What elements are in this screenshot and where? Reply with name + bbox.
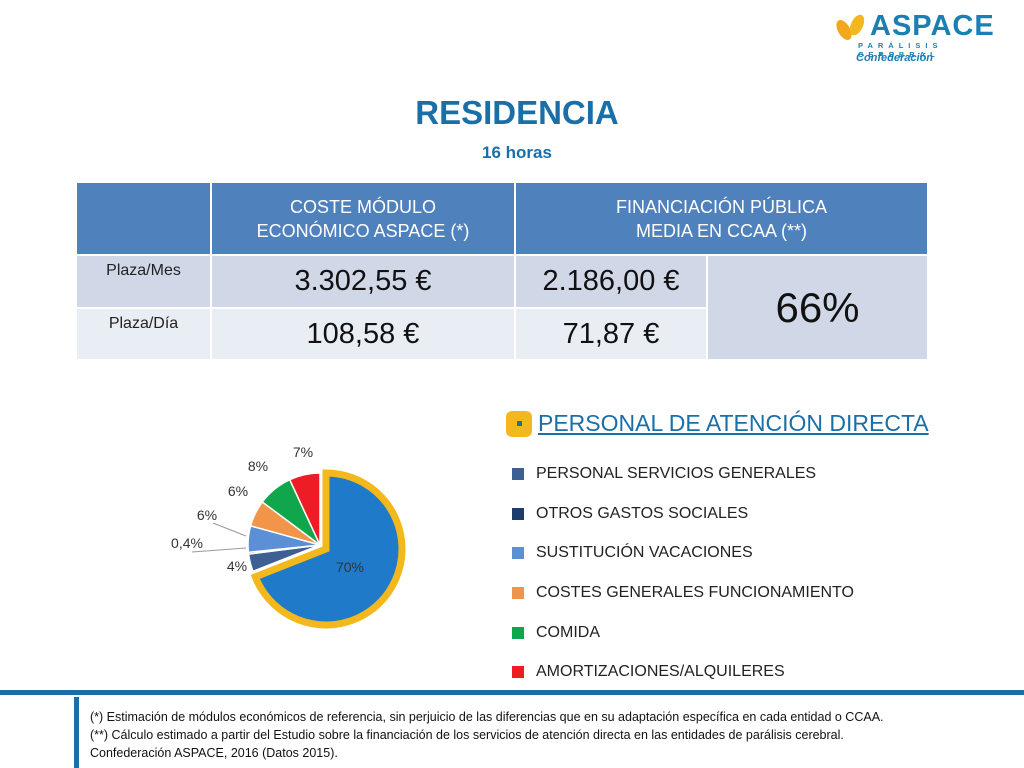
legend-swatch xyxy=(512,626,524,639)
pie-data-label: 6% xyxy=(197,507,217,523)
legend-label: SUSTITUCIÓN VACACIONES xyxy=(536,544,753,562)
logo-leaves-icon xyxy=(836,14,865,40)
cost-pie-chart: 70%4%0,4%6%6%8%7% xyxy=(171,444,406,629)
footer-note: (**) Cálculo estimado a partir del Estud… xyxy=(90,728,844,742)
legend-title: PERSONAL DE ATENCIÓN DIRECTA xyxy=(538,410,929,436)
pie-slice xyxy=(250,469,406,629)
legend-label: PERSONAL SERVICIOS GENERALES xyxy=(536,464,817,482)
coste-dia: 108,58 € xyxy=(212,309,514,359)
chart-legend: PERSONAL SERVICIOS GENERALES OTROS GASTO… xyxy=(512,454,854,692)
logo-subtitle: PARÁLISIS CEREBRAL xyxy=(858,41,943,59)
legend-swatch xyxy=(512,666,524,679)
legend-item: AMORTIZACIONES/ALQUILERES xyxy=(512,652,854,692)
leader-line xyxy=(212,522,247,537)
logo-word: ASPACE xyxy=(870,10,995,42)
pie-data-label: 8% xyxy=(248,458,268,474)
legend-swatch xyxy=(512,547,524,560)
row-label-mes: Plaza/Mes xyxy=(77,256,210,307)
legend-item: OTROS GASTOS SOCIALES xyxy=(512,494,854,534)
legend-item: PERSONAL SERVICIOS GENERALES xyxy=(512,454,854,494)
financiacion-dia: 71,87 € xyxy=(516,309,706,359)
legend-highlight: PERSONAL DE ATENCIÓN DIRECTA xyxy=(506,410,929,437)
pie-data-label: 70% xyxy=(336,559,364,575)
row-label-dia: Plaza/Día xyxy=(77,309,210,359)
legend-label: AMORTIZACIONES/ALQUILERES xyxy=(536,663,785,681)
pie-slice xyxy=(288,472,321,546)
legend-label: OTROS GASTOS SOCIALES xyxy=(536,504,749,522)
page-title: RESIDENCIA xyxy=(415,94,619,131)
aspace-logo: ASPACE PARÁLISIS CEREBRAL Confederación xyxy=(834,10,994,70)
legend-swatch xyxy=(512,467,524,480)
legend-item: SUSTITUCIÓN VACACIONES xyxy=(512,533,854,573)
table-header-empty xyxy=(77,183,210,254)
coste-mes: 3.302,55 € xyxy=(212,256,514,307)
legend-swatch xyxy=(512,507,524,520)
footer-notes: (*) Estimación de módulos económicos de … xyxy=(90,708,884,762)
legend-label: COSTES GENERALES FUNCIONAMIENTO xyxy=(536,583,854,601)
footer-divider xyxy=(0,690,1024,695)
financing-percentage: 66% xyxy=(708,256,927,359)
legend-item: COMIDA xyxy=(512,613,854,653)
legend-item: COSTES GENERALES FUNCIONAMIENTO xyxy=(512,573,854,613)
financiacion-mes: 2.186,00 € xyxy=(516,256,706,307)
footer-note: Confederación ASPACE, 2016 (Datos 2015). xyxy=(90,746,338,760)
pie-data-label: 0,4% xyxy=(171,535,203,551)
footer-note: (*) Estimación de módulos económicos de … xyxy=(90,710,884,724)
logo-confederacion: Confederación xyxy=(856,52,934,64)
legend-swatch xyxy=(512,586,524,599)
highlight-marker-icon xyxy=(506,410,532,437)
table-header-coste: COSTE MÓDULO ECONÓMICO ASPACE (*) xyxy=(212,183,514,254)
page-subtitle: 16 horas xyxy=(482,143,552,162)
pie-data-label: 6% xyxy=(228,483,248,499)
footer-accent-bar xyxy=(74,697,79,768)
pie-data-label: 7% xyxy=(293,444,313,460)
leader-line xyxy=(191,547,247,553)
legend-label: COMIDA xyxy=(536,623,600,641)
pie-data-label: 4% xyxy=(227,558,247,574)
table-header-financiacion: FINANCIACIÓN PÚBLICA MEDIA EN CCAA (**) xyxy=(516,183,927,254)
